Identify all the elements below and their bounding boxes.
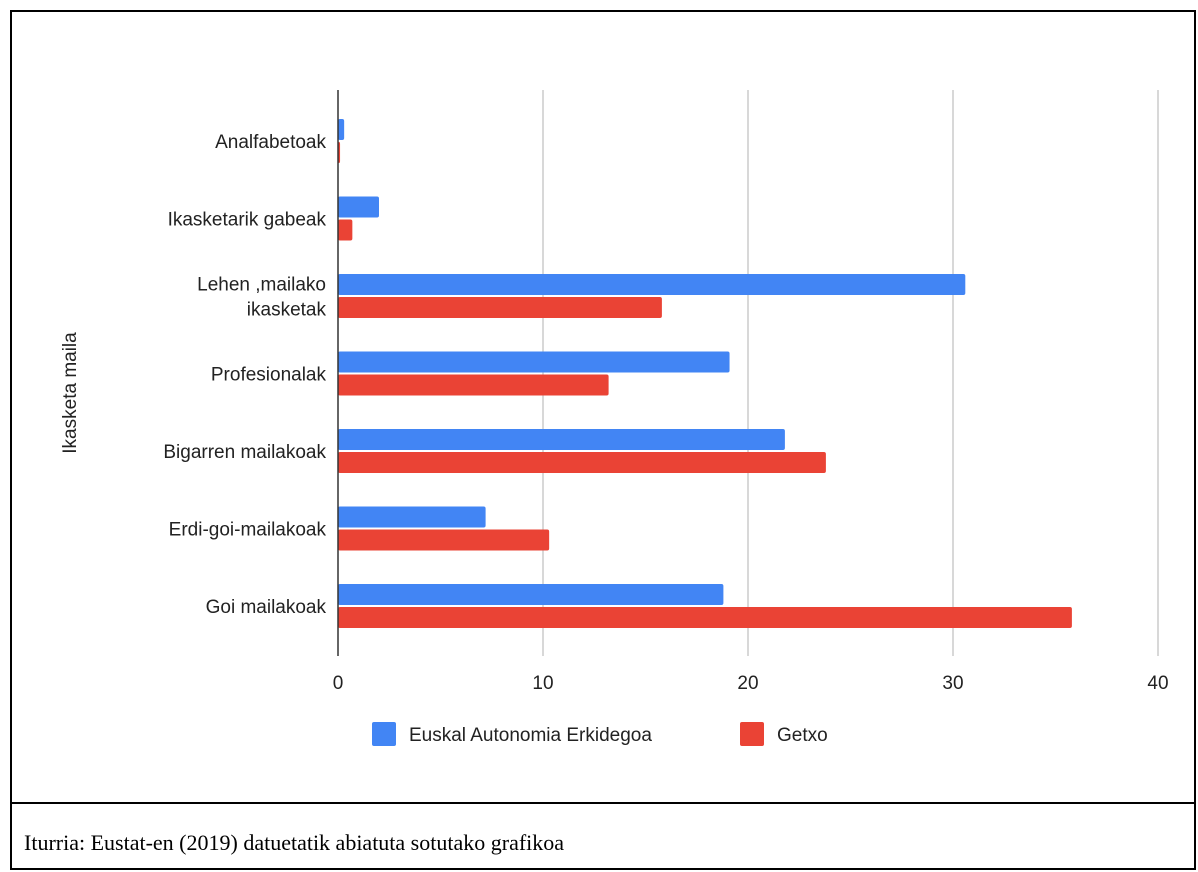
- x-tick-labels: 0 10 20 30 40: [333, 673, 1169, 694]
- x-tick-label: 0: [333, 673, 344, 694]
- source-note: Iturria: Eustat-en (2019) datuetatik abi…: [24, 830, 565, 855]
- caption-divider: [12, 802, 1194, 804]
- legend-label: Getxo: [777, 725, 828, 746]
- category-label: ikasketak: [247, 300, 327, 321]
- category-label: Profesionalak: [211, 365, 327, 386]
- bar-getxo-4: [338, 452, 826, 473]
- legend: Euskal Autonomia Erkidegoa Getxo: [372, 722, 828, 746]
- grid-lines: [542, 90, 1159, 656]
- bar-getxo-1: [338, 219, 353, 241]
- bar-eae-4: [338, 429, 785, 450]
- legend-swatch-getxo: [740, 722, 764, 746]
- category-label: Lehen ,mailako: [197, 275, 326, 296]
- y-axis-title: Ikasketa maila: [60, 332, 81, 454]
- bar-eae-0: [338, 119, 345, 140]
- bar-getxo-5: [338, 529, 550, 551]
- category-label: Analfabetoak: [215, 132, 326, 153]
- category-label: Ikasketarik gabeak: [168, 210, 327, 231]
- category-label: Goi mailakoak: [206, 597, 327, 618]
- legend-label: Euskal Autonomia Erkidegoa: [409, 725, 652, 746]
- bar-eae-1: [338, 196, 379, 218]
- bar-eae-3: [338, 351, 730, 373]
- x-tick-label: 20: [737, 673, 758, 694]
- bar-eae-6: [338, 584, 724, 605]
- bar-getxo-3: [338, 374, 609, 396]
- bar-getxo-6: [338, 607, 1072, 628]
- bar-getxo-2: [338, 297, 662, 318]
- category-label: Erdi-goi-mailakoak: [169, 520, 327, 541]
- bar-eae-2: [338, 274, 966, 295]
- x-tick-label: 10: [532, 673, 553, 694]
- category-labels: Analfabetoak Ikasketarik gabeak Lehen ,mai…: [163, 132, 326, 618]
- x-tick-label: 30: [942, 673, 963, 694]
- legend-swatch-eae: [372, 722, 396, 746]
- category-label: Bigarren mailakoak: [163, 442, 326, 463]
- bars: [338, 119, 1072, 628]
- x-tick-label: 40: [1147, 673, 1168, 694]
- bar-eae-5: [338, 506, 486, 528]
